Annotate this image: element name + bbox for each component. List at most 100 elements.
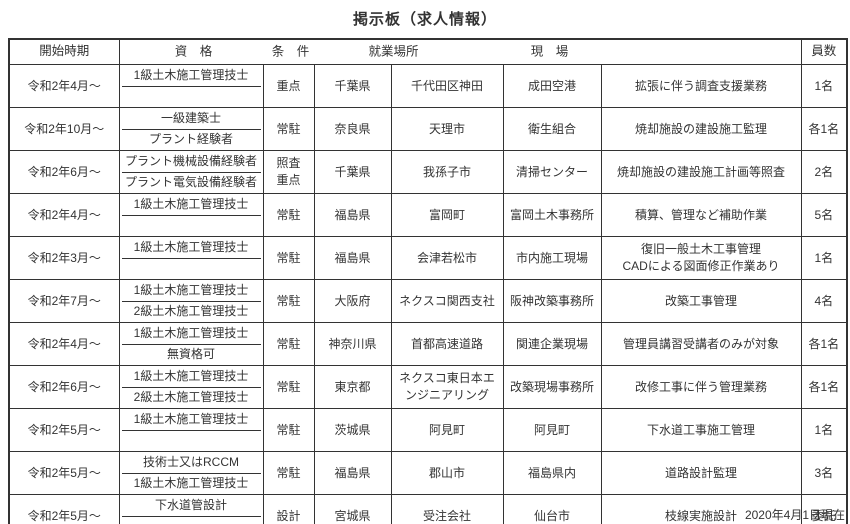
headcount-cell: 3名: [800, 451, 848, 495]
qualification-cell: 技術士又はRCCM 1級土木施工管理技士: [118, 451, 264, 495]
workplace-city-cell: 天理市: [390, 107, 504, 151]
qualification-2: [122, 259, 261, 279]
qualification-1: 1級土木施工管理技士: [121, 195, 261, 216]
site-cell: 仙台市: [502, 494, 602, 524]
work-description-cell: 積算、管理など補助作業: [600, 193, 802, 237]
table-row: 令和2年6月～ 1級土木施工管理技士 2級土木施工管理技士 常駐 東京都 ネクス…: [8, 365, 848, 409]
workplace-city-cell: 阿見町: [390, 408, 504, 452]
start-period-cell: 令和2年4月～: [8, 322, 120, 366]
table-row: 令和2年7月～ 1級土木施工管理技士 2級土木施工管理技士 常駐 大阪府 ネクス…: [8, 279, 848, 323]
start-period-cell: 令和2年10月～: [8, 107, 120, 151]
site-cell: 衛生組合: [502, 107, 602, 151]
qualification-1: 技術士又はRCCM: [121, 453, 261, 474]
qualification-stack: 下水道管設計: [121, 496, 261, 524]
start-period-cell: 令和2年6月～: [8, 150, 120, 194]
headcount-cell: 1名: [800, 64, 848, 108]
header-start-period: 開始時期: [8, 38, 120, 65]
prefecture-cell: 宮城県: [313, 494, 392, 524]
qualification-cell: 1級土木施工管理技士: [118, 236, 264, 280]
condition-cell: 常駐: [262, 451, 315, 495]
qualification-2: 1級土木施工管理技士: [133, 475, 249, 490]
qualification-1: 1級土木施工管理技士: [121, 238, 261, 259]
header-qualification: 資 格: [174, 44, 213, 59]
workplace-city-cell: 我孫子市: [390, 150, 504, 194]
site-cell: 関連企業現場: [502, 322, 602, 366]
site-cell: 清掃センター: [502, 150, 602, 194]
start-period-cell: 令和2年5月～: [8, 494, 120, 524]
page-title: 掲示板（求人情報）: [352, 11, 497, 28]
table-row: 令和2年4月～ 1級土木施工管理技士 無資格可 常駐 神奈川県 首都高速道路 関…: [8, 322, 848, 366]
table-row: 令和2年4月～ 1級土木施工管理技士 常駐 福島県 富岡町 富岡土木事務所 積算…: [8, 193, 848, 237]
qualification-stack: 1級土木施工管理技士 2級土木施工管理技士: [121, 367, 261, 407]
condition-cell: 照査 重点: [262, 150, 315, 194]
qualification-1: 一級建築士: [121, 109, 261, 130]
prefecture-cell: 千葉県: [313, 150, 392, 194]
site-cell: 福島県内: [502, 451, 602, 495]
prefecture-cell: 福島県: [313, 193, 392, 237]
condition-cell: 常駐: [262, 236, 315, 280]
qualification-2: [122, 216, 261, 236]
work-description-cell: 下水道工事施工管理: [600, 408, 802, 452]
qualification-cell: 1級土木施工管理技士: [118, 408, 264, 452]
headcount-cell: 各1名: [800, 365, 848, 409]
qualification-cell: 1級土木施工管理技士: [118, 193, 264, 237]
workplace-city-cell: 千代田区神田: [390, 64, 504, 108]
qualification-2: プラント経験者: [148, 131, 233, 146]
headcount-cell: 各1名: [800, 322, 848, 366]
start-period-cell: 令和2年3月～: [8, 236, 120, 280]
headcount-cell: 5名: [800, 193, 848, 237]
work-description-cell: 枝線実施設計: [600, 494, 802, 524]
workplace-city-cell: 受注会社: [390, 494, 504, 524]
site-cell: 阿見町: [502, 408, 602, 452]
condition-cell: 常駐: [262, 322, 315, 366]
table-row: 令和2年4月～ 1級土木施工管理技士 重点 千葉県 千代田区神田 成田空港 拡張…: [8, 64, 848, 108]
work-description-cell: 復旧一般土木工事管理 CADによる図面修正作業あり: [600, 236, 802, 280]
qualification-cell: 1級土木施工管理技士 2級土木施工管理技士: [118, 279, 264, 323]
start-period-cell: 令和2年5月～: [8, 451, 120, 495]
qualification-1: 1級土木施工管理技士: [121, 367, 261, 388]
qualification-stack: 1級土木施工管理技士 2級土木施工管理技士: [121, 281, 261, 321]
table-header-row: 開始時期 資 格 条 件 就業場所 現 場 員数: [8, 38, 848, 65]
workplace-city-cell: 郡山市: [390, 451, 504, 495]
qualification-cell: 下水道管設計: [118, 494, 264, 524]
prefecture-cell: 神奈川県: [313, 322, 392, 366]
site-cell: 阪神改築事務所: [502, 279, 602, 323]
qualification-stack: 技術士又はRCCM 1級土木施工管理技士: [121, 453, 261, 493]
work-description-cell: 改修工事に伴う管理業務: [600, 365, 802, 409]
qualification-cell: 1級土木施工管理技士: [118, 64, 264, 108]
headcount-cell: 委託: [800, 494, 848, 524]
prefecture-cell: 千葉県: [313, 64, 392, 108]
table-row: 令和2年3月～ 1級土木施工管理技士 常駐 福島県 会津若松市 市内施工現場 復…: [8, 236, 848, 280]
site-cell: 成田空港: [502, 64, 602, 108]
site-cell: 改築現場事務所: [502, 365, 602, 409]
qualification-cell: 一級建築士 プラント経験者: [118, 107, 264, 151]
condition-cell: 重点: [262, 64, 315, 108]
workplace-city-cell: ネクスコ東日本エンジニアリング: [390, 365, 504, 409]
qualification-stack: 一級建築士 プラント経験者: [121, 109, 261, 149]
workplace-city-cell: 富岡町: [390, 193, 504, 237]
start-period-cell: 令和2年7月～: [8, 279, 120, 323]
qualification-stack: 1級土木施工管理技士: [121, 238, 261, 279]
qualification-2: 2級土木施工管理技士: [133, 389, 249, 404]
table-row: 令和2年5月～ 下水道管設計 設計 宮城県 受注会社 仙台市 枝線実施設計 委託: [8, 494, 848, 524]
qualification-1: プラント機械設備経験者: [121, 152, 261, 173]
qualification-stack: 1級土木施工管理技士: [121, 410, 261, 450]
start-period-cell: 令和2年4月～: [8, 193, 120, 237]
work-description-cell: 焼却施設の建設施工監理: [600, 107, 802, 151]
qualification-cell: 1級土木施工管理技士 無資格可: [118, 322, 264, 366]
prefecture-cell: 東京都: [313, 365, 392, 409]
workplace-city-cell: 首都高速道路: [390, 322, 504, 366]
workplace-city-cell: 会津若松市: [390, 236, 504, 280]
work-description-cell: 焼却施設の建設施工計画等照査: [600, 150, 802, 194]
header-condition: 条 件: [271, 44, 310, 59]
work-description-cell: 管理員講習受講者のみが対象: [600, 322, 802, 366]
start-period-cell: 令和2年6月～: [8, 365, 120, 409]
qualification-stack: 1級土木施工管理技士: [121, 195, 261, 236]
qualification-2: 2級土木施工管理技士: [133, 303, 249, 318]
header-workplace: 就業場所: [368, 44, 419, 59]
qualification-2: [122, 87, 261, 107]
site-cell: 富岡土木事務所: [502, 193, 602, 237]
qualification-cell: 1級土木施工管理技士 2級土木施工管理技士: [118, 365, 264, 409]
work-description-cell: 改築工事管理: [600, 279, 802, 323]
